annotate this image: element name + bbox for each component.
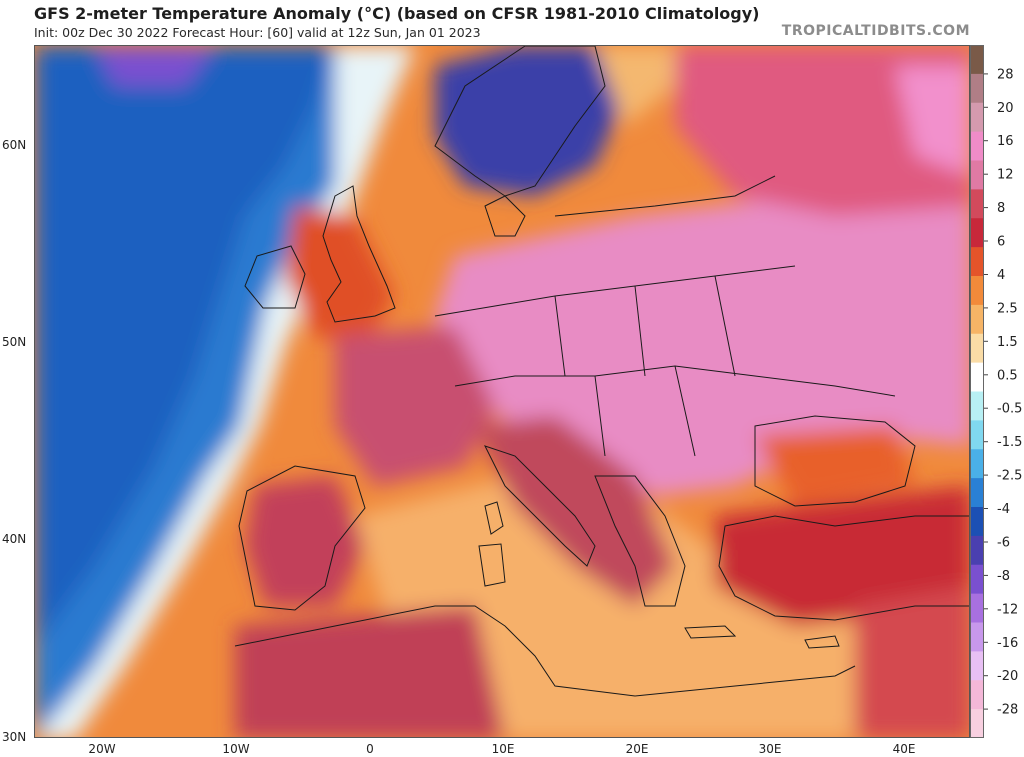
colorbar-legend: 28 20 16 12 8 6 4 2.5 1.5 0.5 -0.5 -1.5 -2.5 -4 -6 -8 -1…: [970, 45, 1024, 738]
colorbar-swatch: [970, 160, 984, 190]
colorbar-tick-label: -6: [997, 536, 1010, 551]
colorbar-swatch: [970, 73, 984, 104]
colorbar-swatch: [970, 564, 984, 595]
colorbar-swatch: [970, 651, 984, 681]
colorbar-swatch: [970, 593, 984, 624]
lon-label-40e: 40E: [892, 742, 916, 756]
lat-label-30n: 30N: [2, 730, 27, 744]
colorbar-swatch: [970, 507, 984, 537]
colorbar-swatch: [970, 478, 984, 508]
lat-label-60n: 60N: [2, 138, 27, 152]
colorbar-swatch: [970, 391, 984, 421]
colorbar-tick-label: -1.5: [997, 435, 1022, 450]
colorbar-tick-label: -12: [997, 602, 1018, 617]
colorbar-tick-label: 1.5: [997, 335, 1018, 350]
colorbar-tick-label: 20: [997, 101, 1014, 116]
colorbar-tick-label: 16: [997, 134, 1014, 149]
lon-label-30e: 30E: [758, 742, 782, 756]
lon-label-10e: 10E: [491, 742, 515, 756]
colorbar-swatch: [970, 449, 984, 479]
lon-label-10w: 10W: [222, 742, 250, 756]
colorbar-tick-label: -28: [997, 703, 1018, 718]
colorbar-swatch: [970, 622, 984, 652]
brand-watermark: TROPICALTIDBITS.COM: [781, 23, 970, 39]
lat-label-50n: 50N: [2, 335, 27, 349]
colorbar-tick-label: -16: [997, 636, 1018, 651]
colorbar-swatch: [970, 362, 984, 393]
colorbar-swatch: [970, 420, 984, 450]
colorbar-swatch: [970, 218, 984, 248]
colorbar-tick-label: 2.5: [997, 301, 1018, 316]
colorbar-tick-label: 8: [997, 201, 1005, 216]
colorbar-swatch: [970, 45, 984, 75]
colorbar-border: [970, 45, 984, 738]
colorbar-tick-label: 6: [997, 235, 1005, 250]
colorbar-swatch: [970, 680, 984, 710]
colorbar-swatch: [970, 102, 984, 133]
colorbar-tick-label: -0.5: [997, 402, 1022, 417]
colorbar-tick-label: -2.5: [997, 469, 1022, 484]
lon-label-20w: 20W: [88, 742, 116, 756]
colorbar-swatch: [970, 189, 984, 219]
colorbar-tick-label: -20: [997, 669, 1018, 684]
lon-label-0: 0: [366, 742, 374, 756]
colorbar-tick-label: -4: [997, 502, 1010, 517]
colorbar-tick-label: 4: [997, 268, 1005, 283]
colorbar-tick-label: -8: [997, 569, 1010, 584]
lon-label-20e: 20E: [625, 742, 649, 756]
colorbar-swatch: [970, 276, 984, 306]
colorbar-swatch: [970, 333, 984, 364]
colorbar-swatch: [970, 131, 984, 162]
colorbar-swatch: [970, 535, 984, 566]
forecast-info: Init: 00z Dec 30 2022 Forecast Hour: [60…: [34, 25, 481, 40]
colorbar-swatch: [970, 304, 984, 335]
land-outlines: [234, 46, 969, 697]
colorbar-tick-label: 28: [997, 67, 1014, 82]
colorbar-tick-label: 12: [997, 168, 1014, 183]
colorbar-tick-label: 0.5: [997, 368, 1018, 383]
colorbar-swatch: [970, 247, 984, 277]
lat-label-40n: 40N: [2, 532, 27, 546]
anomaly-map: [34, 45, 970, 738]
map-title: GFS 2-meter Temperature Anomaly (°C) (ba…: [34, 4, 760, 23]
colorbar-swatch: [970, 709, 984, 738]
